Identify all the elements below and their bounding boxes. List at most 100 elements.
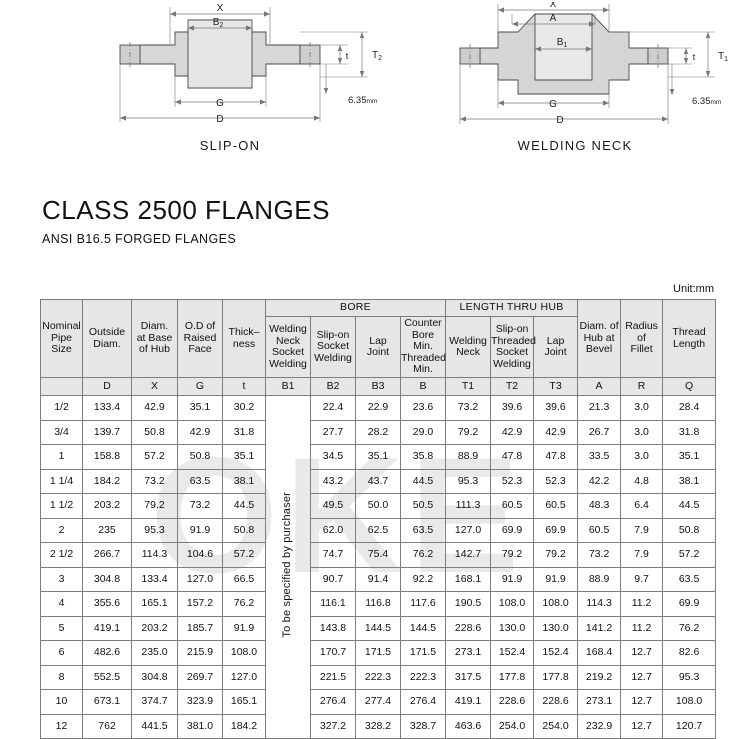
cell-T1: 190.5 [445,591,492,617]
cell-A: 21.3 [577,395,622,421]
cell-B: 117.6 [399,591,447,617]
col-header-thickness: Thick– ness [222,299,266,378]
cell-B: 63.5 [399,517,447,543]
col-header-lap-joint-bore: Lap Joint [355,316,401,378]
cell-B2: 74.7 [310,542,356,568]
group-header-length-thru-hub: LENGTH THRU HUB [445,299,579,317]
cell-nominal-pipe-size: 8 [40,664,83,690]
symbol-D: D [82,377,132,396]
cell-B3: 277.4 [355,689,401,715]
table-row: 1 158.8 57.2 50.8 35.1 34.5 35.1 35.8 88.9 47.8 47… [40,444,717,470]
hl: at Base [136,331,173,344]
cell-B3: 22.9 [355,395,401,421]
cell-T3: 39.6 [533,395,579,421]
cell-D: 203.2 [82,493,132,519]
col-header-counter-bore-min-threaded-min: Counter Bore Min. Threaded Min. [399,316,447,378]
hl: Socket [271,346,305,358]
cell-G: 269.7 [177,664,223,690]
symbol-T2: T2 [490,377,535,396]
dim-label-T2: T2 [372,50,382,62]
dim-label-D: D [556,115,563,126]
cell-R: 12.7 [620,713,664,739]
symbol-nps [40,377,83,396]
table-row: 1 1/4 184.2 73.2 63.5 38.1 43.2 43.7 44.5 95.3 52… [40,468,717,494]
cell-T1: 73.2 [445,395,492,421]
hl: Min. [413,363,433,376]
cell-B: 44.5 [399,468,447,494]
cell-D: 133.4 [82,395,132,421]
cell-Q: 31.8 [662,419,717,445]
page-title: CLASS 2500 FLANGES [42,195,330,225]
cell-t: 108.0 [222,640,266,666]
cell-G: 127.0 [177,566,223,592]
col-header-slip-on-socket-welding: Slip-on Socket Welding [310,316,356,378]
title-block: CLASS 2500 FLANGES ANSI B16.5 FORGED FLA… [42,195,330,246]
cell-G: 91.9 [177,517,223,543]
cell-B3: 91.4 [355,566,401,592]
col-header-diam-of-hub-at-bevel: Diam. of Hub at Bevel [577,299,622,378]
cell-T2: 42.9 [490,419,535,445]
cell-T2: 69.9 [490,517,535,543]
cell-nominal-pipe-size: 4 [40,591,83,617]
cell-T3: 60.5 [533,493,579,519]
cell-X: 441.5 [131,713,178,739]
cell-T2: 52.3 [490,468,535,494]
cell-T2: 39.6 [490,395,535,421]
cell-Q: 108.0 [662,689,717,715]
table-row: 4 355.6 165.1 157.2 76.2 116.1 116.8 117.6 190.5… [40,591,717,617]
cell-B2: 22.4 [310,395,356,421]
table-row: 1/2 133.4 42.9 35.1 30.2 To be specified by p… [40,395,717,739]
cell-T2: 79.2 [490,542,535,568]
cell-A: 33.5 [577,444,622,470]
cell-X: 235.0 [131,640,178,666]
dim-label-B2: B2 [213,17,224,29]
cell-T2: 108.0 [490,591,535,617]
cell-B2: 170.7 [310,640,356,666]
cell-A: 88.9 [577,566,622,592]
dim-label-t: t [346,51,349,61]
cell-B: 144.5 [399,615,447,641]
cell-G: 381.0 [177,713,223,739]
cell-R: 9.7 [620,566,664,592]
cell-B3: 35.1 [355,444,401,470]
cell-D: 482.6 [82,640,132,666]
cell-B: 328.7 [399,713,447,739]
cell-D: 419.1 [82,615,132,641]
cell-B3: 43.7 [355,468,401,494]
symbol-B3: B3 [355,377,401,396]
flange-dimension-table: Nominal Pipe Size Outside Diam. Diam. at… [40,299,717,739]
cell-T3: 91.9 [533,566,579,592]
symbol-T1: T1 [445,377,492,396]
cell-Q: 63.5 [662,566,717,592]
dim-label-635mm: 6.35mm [348,95,377,106]
cell-B3: 28.2 [355,419,401,445]
hl: Welding [314,351,352,364]
hl: Welding [449,334,487,347]
hl: Hub at [583,331,615,344]
cell-T1: 79.2 [445,419,492,445]
table-row: 3/4 139.7 50.8 42.9 31.8 27.7 28.2 29.0 79.2 42.9… [40,419,717,445]
cell-X: 73.2 [131,468,178,494]
cell-R: 3.0 [620,419,664,445]
cell-D: 266.7 [82,542,132,568]
cell-Q: 69.9 [662,591,717,617]
cell-D: 304.8 [82,566,132,592]
cell-nominal-pipe-size: 12 [40,713,83,739]
symbol-B1: B1 [265,377,311,396]
col-header-lap-joint-lth: Lap Joint [533,316,579,378]
cell-nominal-pipe-size: 6 [40,640,83,666]
hl: Welding [269,323,307,335]
hl: Lap [546,334,565,347]
hl: Length [673,337,706,350]
cell-T1: 463.6 [445,713,492,739]
cell-T3: 108.0 [533,591,579,617]
cell-D: 355.6 [82,591,132,617]
hl: Threaded [491,334,536,347]
cell-A: 232.9 [577,713,622,739]
cell-A: 168.4 [577,640,622,666]
welding-neck-flange-drawing: X A B1 G D t T1 6.35mm [459,2,728,126]
hl: Bore [411,328,435,341]
col-header-slip-on-threaded-socket-welding: Slip-on Threaded Socket Welding [490,316,536,378]
symbol-G: G [177,377,223,396]
cell-R: 7.9 [620,517,664,543]
